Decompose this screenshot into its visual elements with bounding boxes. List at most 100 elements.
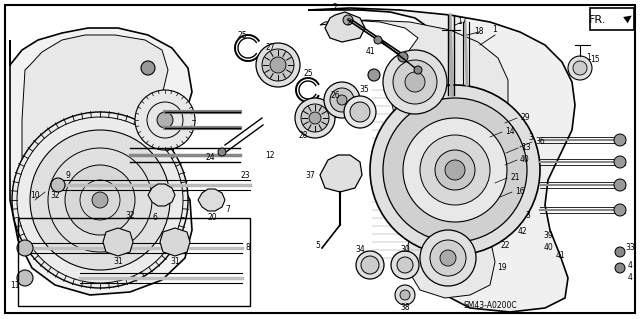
- Text: 40: 40: [520, 155, 530, 165]
- Circle shape: [295, 98, 335, 138]
- Circle shape: [391, 251, 419, 279]
- Circle shape: [414, 66, 422, 74]
- Circle shape: [430, 240, 466, 276]
- Circle shape: [397, 257, 413, 273]
- Circle shape: [420, 135, 490, 205]
- Text: 20: 20: [207, 213, 217, 222]
- Polygon shape: [320, 155, 362, 192]
- Bar: [590, 8, 634, 30]
- Text: 2: 2: [333, 4, 337, 12]
- Circle shape: [440, 250, 456, 266]
- Circle shape: [614, 179, 626, 191]
- Text: 25: 25: [237, 31, 247, 40]
- Text: 24: 24: [205, 153, 215, 162]
- Circle shape: [368, 69, 380, 81]
- Circle shape: [330, 88, 354, 112]
- Text: 14: 14: [505, 128, 515, 137]
- Circle shape: [398, 52, 408, 62]
- Text: 25: 25: [303, 69, 313, 78]
- Polygon shape: [22, 35, 168, 278]
- Circle shape: [361, 256, 379, 274]
- Text: FR.: FR.: [589, 15, 607, 25]
- Text: 17: 17: [457, 18, 467, 26]
- Circle shape: [301, 104, 329, 132]
- Text: 42: 42: [517, 227, 527, 236]
- Text: 1: 1: [586, 53, 591, 62]
- Circle shape: [65, 165, 135, 235]
- Circle shape: [568, 56, 592, 80]
- Circle shape: [324, 82, 360, 118]
- Text: 33: 33: [625, 243, 635, 253]
- Text: 26: 26: [330, 91, 340, 100]
- Text: 29: 29: [520, 114, 530, 122]
- Text: 19: 19: [497, 263, 507, 272]
- Circle shape: [256, 43, 300, 87]
- Text: 38: 38: [400, 303, 410, 313]
- Polygon shape: [308, 8, 575, 312]
- Text: SM43-A0200C: SM43-A0200C: [463, 300, 517, 309]
- Circle shape: [614, 134, 626, 146]
- Text: 27: 27: [265, 43, 275, 53]
- Circle shape: [393, 60, 437, 104]
- Circle shape: [356, 251, 384, 279]
- Text: 23: 23: [240, 170, 250, 180]
- Text: 21: 21: [510, 174, 520, 182]
- Text: 32: 32: [50, 190, 60, 199]
- Circle shape: [262, 49, 294, 81]
- Polygon shape: [10, 28, 192, 295]
- Text: 5: 5: [316, 241, 321, 249]
- Text: 15: 15: [590, 56, 600, 64]
- Polygon shape: [198, 189, 225, 211]
- Text: 3: 3: [525, 211, 531, 219]
- Text: 41: 41: [555, 250, 565, 259]
- Circle shape: [383, 98, 527, 242]
- Polygon shape: [325, 12, 365, 42]
- Text: 16: 16: [515, 188, 525, 197]
- Bar: [18, 218, 250, 306]
- Circle shape: [383, 50, 447, 114]
- Circle shape: [374, 36, 382, 44]
- Circle shape: [370, 85, 540, 255]
- Text: 11: 11: [10, 280, 20, 290]
- Text: 3: 3: [529, 133, 534, 142]
- Text: 9: 9: [65, 170, 70, 180]
- Text: 2: 2: [346, 18, 351, 27]
- Circle shape: [218, 148, 226, 156]
- Text: 30: 30: [400, 246, 410, 255]
- Circle shape: [30, 130, 170, 270]
- Circle shape: [344, 96, 376, 128]
- Text: 32: 32: [125, 211, 135, 219]
- Polygon shape: [148, 184, 175, 206]
- Text: 40: 40: [543, 243, 553, 253]
- Text: 39: 39: [543, 231, 553, 240]
- Text: 7: 7: [225, 205, 230, 214]
- Text: 31: 31: [113, 257, 123, 266]
- Polygon shape: [103, 228, 133, 256]
- Circle shape: [395, 285, 415, 305]
- Text: 41: 41: [365, 48, 375, 56]
- Text: 36: 36: [535, 137, 545, 146]
- Text: 31: 31: [170, 257, 180, 266]
- Text: 13: 13: [521, 144, 531, 152]
- Circle shape: [420, 230, 476, 286]
- Circle shape: [400, 290, 410, 300]
- Polygon shape: [160, 228, 190, 256]
- Circle shape: [12, 112, 188, 288]
- Circle shape: [337, 95, 347, 105]
- Circle shape: [405, 72, 425, 92]
- Text: 1: 1: [493, 26, 497, 34]
- Circle shape: [403, 118, 507, 222]
- Text: 10: 10: [30, 190, 40, 199]
- Circle shape: [445, 160, 465, 180]
- Circle shape: [51, 178, 65, 192]
- Polygon shape: [320, 20, 508, 298]
- Text: 37: 37: [305, 170, 315, 180]
- Circle shape: [350, 102, 370, 122]
- Circle shape: [573, 61, 587, 75]
- Text: 8: 8: [246, 243, 250, 253]
- Text: 34: 34: [355, 246, 365, 255]
- Text: 35: 35: [359, 85, 369, 94]
- Text: 28: 28: [298, 130, 308, 139]
- Circle shape: [435, 150, 475, 190]
- Circle shape: [270, 57, 286, 73]
